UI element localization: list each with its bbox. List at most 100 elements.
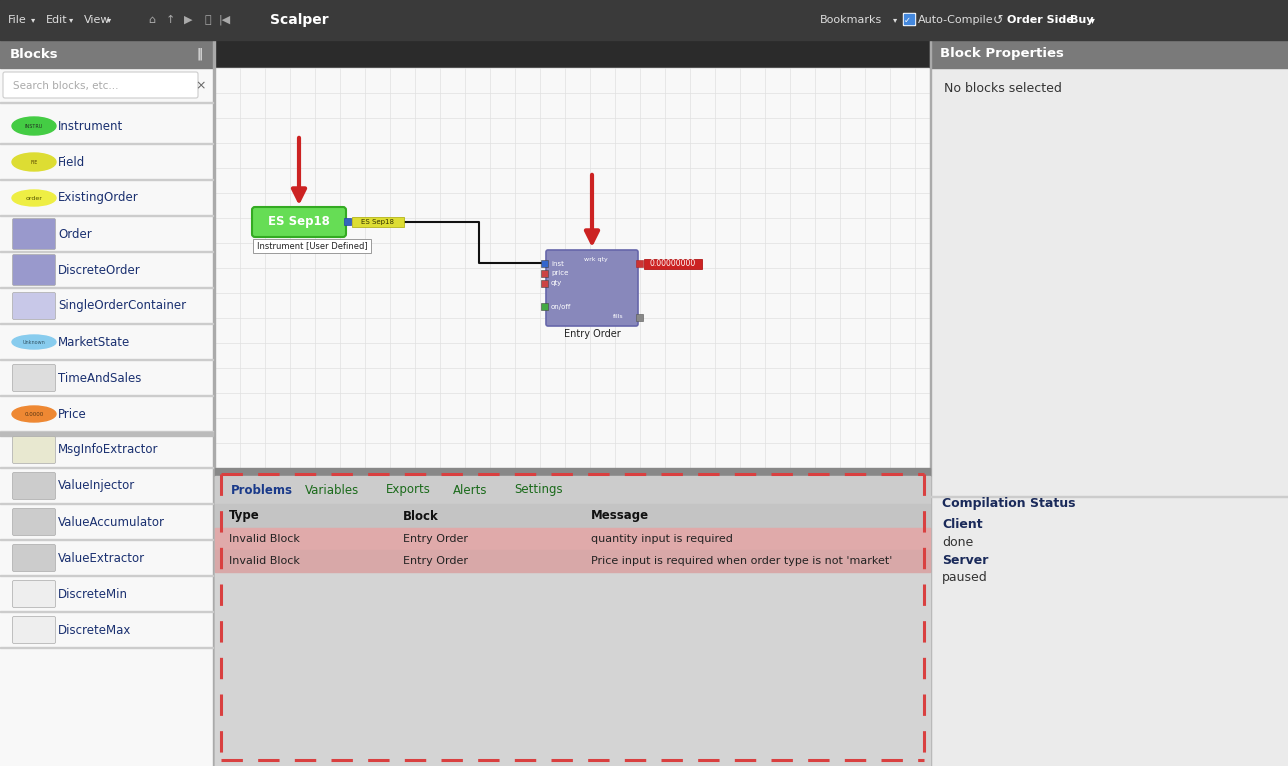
FancyBboxPatch shape — [3, 72, 198, 98]
FancyBboxPatch shape — [546, 250, 638, 326]
Bar — [215, 68, 929, 468]
Text: Variables: Variables — [305, 483, 359, 496]
Text: ES Sep18: ES Sep18 — [362, 219, 394, 225]
Bar — [215, 476, 930, 504]
Bar — [0, 431, 213, 432]
Text: DiscreteOrder: DiscreteOrder — [58, 264, 140, 277]
FancyBboxPatch shape — [13, 545, 55, 571]
Ellipse shape — [12, 335, 55, 349]
Text: Buy: Buy — [1070, 15, 1094, 25]
Bar — [0, 539, 213, 540]
Text: Instrument [User Defined]: Instrument [User Defined] — [256, 241, 367, 250]
Bar — [0, 323, 213, 324]
FancyBboxPatch shape — [13, 254, 55, 286]
Text: price: price — [551, 270, 568, 277]
FancyBboxPatch shape — [13, 581, 55, 607]
Bar — [215, 550, 930, 572]
Bar — [0, 102, 213, 103]
Bar — [0, 395, 213, 396]
Text: ↑: ↑ — [165, 15, 175, 25]
Text: on/off: on/off — [551, 303, 572, 309]
Text: Price input is required when order type is not 'market': Price input is required when order type … — [591, 556, 893, 566]
Text: FIE: FIE — [31, 159, 37, 165]
Text: Settings: Settings — [514, 483, 563, 496]
Bar — [930, 68, 1288, 766]
Bar — [0, 40, 213, 68]
Text: Exports: Exports — [385, 483, 430, 496]
Text: order: order — [26, 195, 43, 201]
Bar — [636, 314, 643, 321]
Text: ▾: ▾ — [70, 15, 73, 25]
Text: Price: Price — [58, 408, 86, 421]
Text: Message: Message — [591, 509, 649, 522]
FancyBboxPatch shape — [13, 617, 55, 643]
Text: ✓: ✓ — [904, 15, 911, 25]
Text: fills: fills — [613, 315, 623, 319]
FancyBboxPatch shape — [252, 207, 346, 237]
Text: Auto-Compile: Auto-Compile — [918, 15, 993, 25]
Text: Invalid Block: Invalid Block — [229, 556, 300, 566]
FancyBboxPatch shape — [13, 473, 55, 499]
Bar — [0, 503, 213, 504]
Ellipse shape — [12, 117, 55, 135]
Text: TimeAndSales: TimeAndSales — [58, 372, 142, 385]
Bar — [0, 432, 213, 436]
Bar — [0, 611, 213, 612]
Bar — [344, 218, 352, 225]
Ellipse shape — [12, 406, 55, 422]
Text: ValueExtractor: ValueExtractor — [58, 552, 146, 565]
Bar — [0, 287, 213, 288]
Text: Block: Block — [403, 509, 439, 522]
Bar — [252, 239, 371, 253]
Text: |◀: |◀ — [219, 15, 231, 25]
FancyBboxPatch shape — [13, 365, 55, 391]
Bar — [215, 468, 930, 476]
Bar — [930, 496, 1288, 497]
Text: MarketState: MarketState — [58, 336, 130, 349]
Text: 0.00000000: 0.00000000 — [650, 260, 696, 269]
Text: ValueInjector: ValueInjector — [58, 480, 135, 493]
Text: Alerts: Alerts — [453, 483, 487, 496]
Text: ValueAccumulator: ValueAccumulator — [58, 516, 165, 529]
Bar — [0, 575, 213, 576]
Text: Bookmarks: Bookmarks — [820, 15, 882, 25]
Text: DiscreteMax: DiscreteMax — [58, 624, 131, 637]
Text: ⌂: ⌂ — [148, 15, 156, 25]
Text: Client: Client — [942, 519, 983, 532]
Bar — [215, 528, 930, 550]
Text: Block Properties: Block Properties — [940, 47, 1064, 61]
Text: Edit: Edit — [46, 15, 68, 25]
Text: qty: qty — [551, 280, 563, 286]
Bar — [541, 260, 547, 267]
Ellipse shape — [12, 190, 55, 206]
Text: done: done — [942, 535, 974, 548]
Text: ▾: ▾ — [31, 15, 35, 25]
Text: SingleOrderContainer: SingleOrderContainer — [58, 300, 187, 313]
Bar — [903, 13, 914, 25]
Bar — [215, 504, 930, 528]
Bar — [0, 143, 213, 144]
Text: Entry Order: Entry Order — [564, 329, 621, 339]
FancyBboxPatch shape — [13, 509, 55, 535]
Text: Unknown: Unknown — [23, 339, 45, 345]
Text: ↺: ↺ — [993, 14, 1003, 27]
Text: paused: paused — [942, 571, 988, 584]
Text: 0.0000: 0.0000 — [24, 411, 44, 417]
FancyBboxPatch shape — [13, 218, 55, 250]
Bar — [0, 215, 213, 216]
Text: quantity input is required: quantity input is required — [591, 534, 733, 544]
Text: Blocks: Blocks — [10, 47, 59, 61]
Bar — [636, 260, 643, 267]
Text: Order: Order — [58, 228, 91, 241]
Text: ▾: ▾ — [893, 15, 898, 25]
Text: ⏸: ⏸ — [205, 15, 211, 25]
Text: Compilation Status: Compilation Status — [942, 496, 1075, 509]
Bar — [0, 179, 213, 180]
Text: Field: Field — [58, 155, 85, 169]
Text: INSTRU: INSTRU — [24, 123, 43, 129]
Bar — [930, 40, 1288, 68]
Bar — [215, 572, 930, 766]
Text: ▾: ▾ — [1090, 15, 1095, 25]
Bar — [0, 251, 213, 252]
Text: Search blocks, etc...: Search blocks, etc... — [13, 81, 118, 91]
